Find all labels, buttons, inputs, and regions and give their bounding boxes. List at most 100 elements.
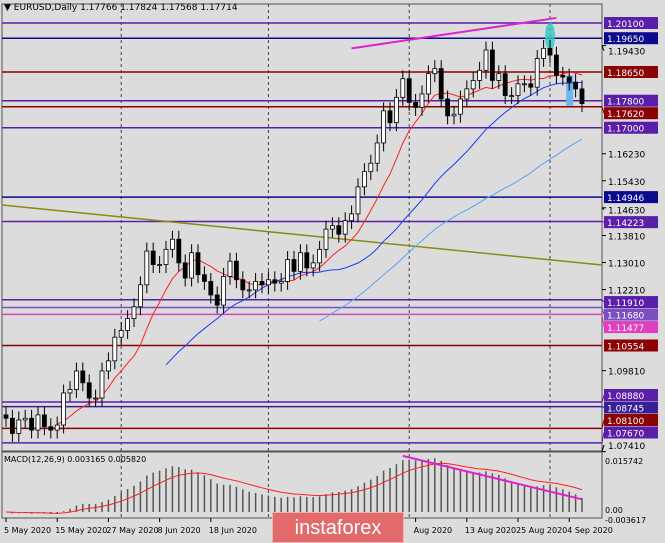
candle-body (208, 281, 214, 296)
candle-body (342, 220, 348, 235)
candle-body (502, 73, 508, 97)
candle-body (534, 58, 540, 88)
candle-body (291, 259, 297, 272)
level-label: 1.17800 (607, 98, 644, 108)
candle-body (112, 336, 118, 362)
candle-body (374, 142, 380, 164)
label-leader (601, 314, 605, 328)
label-leader (601, 299, 605, 303)
level-label: 1.20100 (607, 20, 644, 30)
chart-header: ▼ EURUSD,Daily 1.17766 1.17824 1.17568 1… (4, 3, 238, 13)
triangle-down-icon[interactable]: ▼ (4, 3, 11, 13)
candle-body (400, 78, 406, 98)
candle-body (413, 101, 419, 108)
level-label: 1.08745 (607, 405, 644, 415)
candle-body (573, 81, 578, 90)
candle-body (74, 370, 79, 390)
label-leader (601, 221, 605, 223)
candle-body (297, 252, 303, 272)
level-label-bg (604, 308, 658, 321)
label-leader (601, 307, 605, 315)
level-label: 1.08100 (607, 417, 644, 427)
candle-body (419, 93, 425, 108)
candle-body (137, 284, 143, 308)
level-label: 1.18650 (607, 69, 644, 79)
label-leader (601, 432, 605, 444)
x-tick-label: 4 Sep 2020 (567, 526, 613, 535)
x-tick-label: 15 May 2020 (55, 526, 107, 535)
level-label-bg (604, 296, 658, 309)
candle-body (22, 417, 28, 421)
level-label-bg (604, 65, 658, 78)
candle-body (304, 252, 310, 269)
candle-body (457, 98, 463, 115)
y-tick-label: 1.12210 (608, 287, 645, 297)
candle-body (246, 289, 252, 292)
candle-body (240, 279, 246, 291)
candle-body (483, 49, 489, 71)
candle-body (560, 74, 566, 78)
candle-body (579, 88, 585, 105)
candle-body (368, 162, 374, 173)
candle-body (86, 382, 92, 399)
x-tick-label: 8 Jun 2020 (158, 526, 201, 535)
y-tick-label: 1.13010 (608, 260, 645, 270)
x-tick-label: 18 Jun 2020 (209, 526, 257, 535)
candle-body (515, 83, 521, 97)
level-label-bg (604, 94, 658, 107)
candle-body (227, 260, 233, 277)
level-label-bg (604, 389, 658, 401)
candle-body (329, 225, 335, 230)
candle-body (48, 426, 54, 431)
level-label: 1.17620 (607, 110, 644, 120)
x-tick-label: 27 May 2020 (106, 526, 158, 535)
level-label-bg (604, 32, 658, 45)
candle-body (3, 414, 9, 419)
candle-body (285, 259, 291, 282)
x-tick-label: Aug 2020 (414, 526, 453, 535)
price-panel-border (1, 3, 603, 452)
level-label: 1.07670 (607, 430, 644, 440)
level-label-bg (604, 17, 658, 29)
macd-label: MACD(12,26,9) 0.003165 0.005820 (4, 455, 147, 464)
highlight-ellipse (545, 22, 555, 51)
candle-body (349, 213, 355, 222)
candle-body (35, 414, 41, 431)
y-tick-label: 1.07410 (608, 442, 645, 452)
candle-body (253, 281, 259, 291)
level-label-bg (604, 339, 658, 352)
level-label: 1.10554 (607, 343, 644, 353)
candle-body (163, 248, 169, 265)
candle-body (42, 414, 47, 428)
candle-body (496, 73, 502, 81)
label-leader (601, 45, 605, 51)
y-tick-label: 1.09810 (608, 368, 645, 378)
candle-body (393, 96, 399, 124)
y-tick-label: 1.19430 (608, 48, 645, 58)
candle-body (182, 262, 188, 279)
level-label: 1.08880 (607, 392, 644, 402)
candle-body (336, 225, 342, 235)
y-tick-label: 1.16230 (608, 151, 645, 161)
candle-body (509, 95, 515, 98)
close-value: 1.17714 (200, 3, 238, 13)
level-label: 1.11910 (607, 299, 644, 309)
instaforex-watermark: instaforex (272, 512, 404, 543)
macd-tick-label: -0.003617 (605, 516, 646, 525)
trendline (1, 204, 603, 266)
candle-body (381, 110, 387, 144)
candle-body (16, 419, 22, 434)
candle-body (150, 250, 156, 265)
candle-body (425, 73, 431, 95)
label-leader (601, 106, 605, 114)
level-label-bg (604, 401, 658, 414)
candle-body (61, 392, 66, 426)
candle-body (406, 78, 412, 103)
candle-body (464, 88, 470, 100)
candle-body (144, 250, 150, 286)
candle-body (489, 49, 495, 81)
label-leader (601, 419, 605, 429)
candle-body (278, 281, 284, 284)
candle-body (169, 238, 175, 250)
